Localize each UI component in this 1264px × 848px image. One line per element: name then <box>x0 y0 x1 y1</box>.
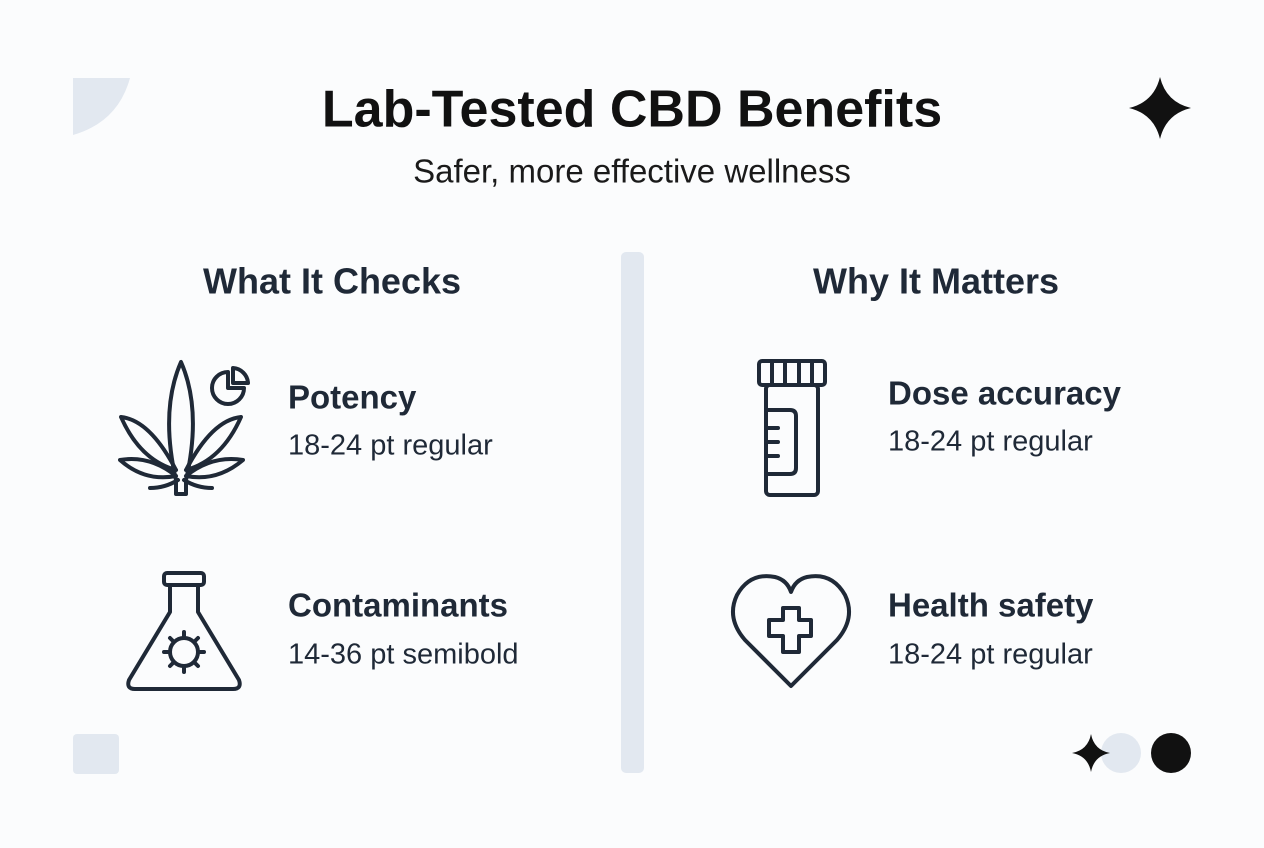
subtitle: Safer, more effective wellness <box>413 153 851 190</box>
star-small <box>1072 734 1110 772</box>
item-title: Health safety <box>888 587 1094 624</box>
bottle-icon <box>757 359 827 497</box>
title: Lab-Tested CBD Benefits <box>322 81 942 139</box>
dot-dark <box>1151 733 1191 773</box>
item-title: Contaminants <box>288 587 508 624</box>
flask-icon <box>126 571 242 691</box>
item-title: Dose accuracy <box>888 375 1122 412</box>
item-detail: 18-24 pt regular <box>888 426 1093 458</box>
leaf-icon <box>118 360 250 496</box>
divider <box>621 252 644 773</box>
dot-light <box>1101 733 1141 773</box>
corner-square <box>73 734 119 774</box>
item-detail: 18-24 pt regular <box>888 639 1093 671</box>
corner-shape <box>73 78 130 135</box>
heart-icon <box>730 574 852 688</box>
item-detail: 18-24 pt regular <box>288 430 493 462</box>
column-heading: What It Checks <box>203 261 461 302</box>
item-title: Potency <box>288 379 417 416</box>
item-detail: 14-36 pt semibold <box>288 639 519 671</box>
star-icon <box>1129 77 1191 139</box>
column-heading: Why It Matters <box>813 261 1059 302</box>
